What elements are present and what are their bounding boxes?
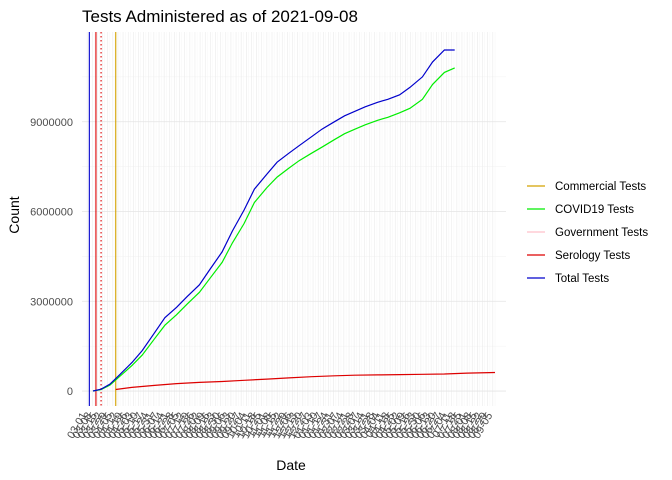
series-line xyxy=(115,371,496,391)
legend-label: COVID19 Tests xyxy=(555,204,634,216)
legend-label: Government Tests xyxy=(555,227,648,239)
chart-title: Tests Administered as of 2021-09-08 xyxy=(82,7,358,26)
y-tick-label: 0 xyxy=(67,386,73,398)
series-lines xyxy=(92,49,496,392)
y-tick-label: 9000000 xyxy=(30,117,73,129)
legend-label: Commercial Tests xyxy=(555,181,646,193)
reference-lines xyxy=(88,32,117,406)
legend: Commercial Tests COVID19 Tests Government … xyxy=(527,181,648,285)
series-line xyxy=(92,49,455,392)
legend-label: Serology Tests xyxy=(555,250,630,262)
y-tick-label: 3000000 xyxy=(30,296,73,308)
x-axis-ticks: 03-0103-0803-1503-2203-2904-0504-1204-19… xyxy=(65,411,495,441)
grid-minor xyxy=(82,32,506,406)
y-axis-title: Count xyxy=(6,196,22,233)
y-tick-label: 6000000 xyxy=(30,207,73,219)
plot-area xyxy=(82,32,506,406)
series-line xyxy=(92,67,455,392)
grid-major xyxy=(82,32,506,406)
legend-label: Total Tests xyxy=(555,273,609,285)
y-axis-ticks: 0 3000000 6000000 9000000 xyxy=(30,117,73,398)
x-axis-title: Date xyxy=(276,457,306,473)
